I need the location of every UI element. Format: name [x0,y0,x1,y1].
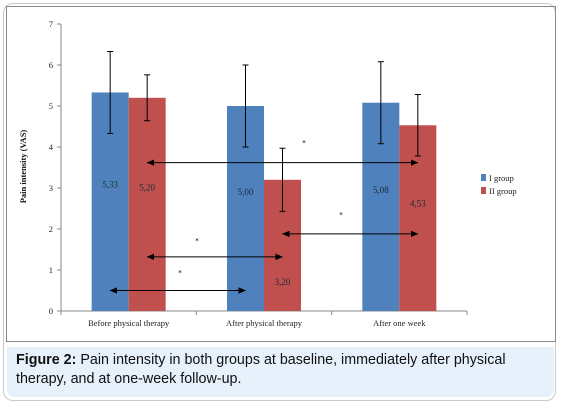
caption-text: Pain intensity in both groups at baselin… [16,352,506,387]
x-category-label: After physical therapy [226,318,303,328]
y-tick-label: 6 [49,60,53,70]
data-label: 3,20 [275,277,291,287]
bar [128,97,166,311]
x-category-label: After one week [373,318,426,328]
x-category-label: Before physical therapy [88,318,170,328]
y-tick-label: 5 [49,101,53,111]
legend-swatch [481,174,486,181]
bar-chart: 0 1 2 3 4 5 6 7 Before physical therapy After phy… [18,19,517,328]
significance-marker: * [339,211,343,219]
y-tick-label: 0 [49,306,53,316]
data-label: 5,08 [373,185,389,195]
data-label: 5,20 [139,182,155,192]
caption-label: Figure 2: [16,352,77,368]
chart-area [6,6,556,342]
significance-marker: * [302,139,306,147]
y-axis-title: Pain intensity (VAS) [18,130,28,204]
y-tick-label: 4 [49,142,54,152]
y-tick-label: 7 [49,19,53,29]
legend-swatch [481,187,486,194]
y-tick-label: 2 [49,224,53,234]
significance-marker: * [195,237,199,245]
legend-label: I group [489,173,514,183]
data-label: 5,00 [238,187,254,197]
significance-marker: * [178,269,182,277]
y-tick-label: 3 [49,183,53,193]
legend-label: II group [489,186,517,196]
data-label: 4,53 [410,198,426,208]
y-tick-label: 1 [49,265,53,275]
data-label: 5,33 [102,179,118,189]
figure-caption: Figure 2: Pain intensity in both groups … [7,347,554,397]
